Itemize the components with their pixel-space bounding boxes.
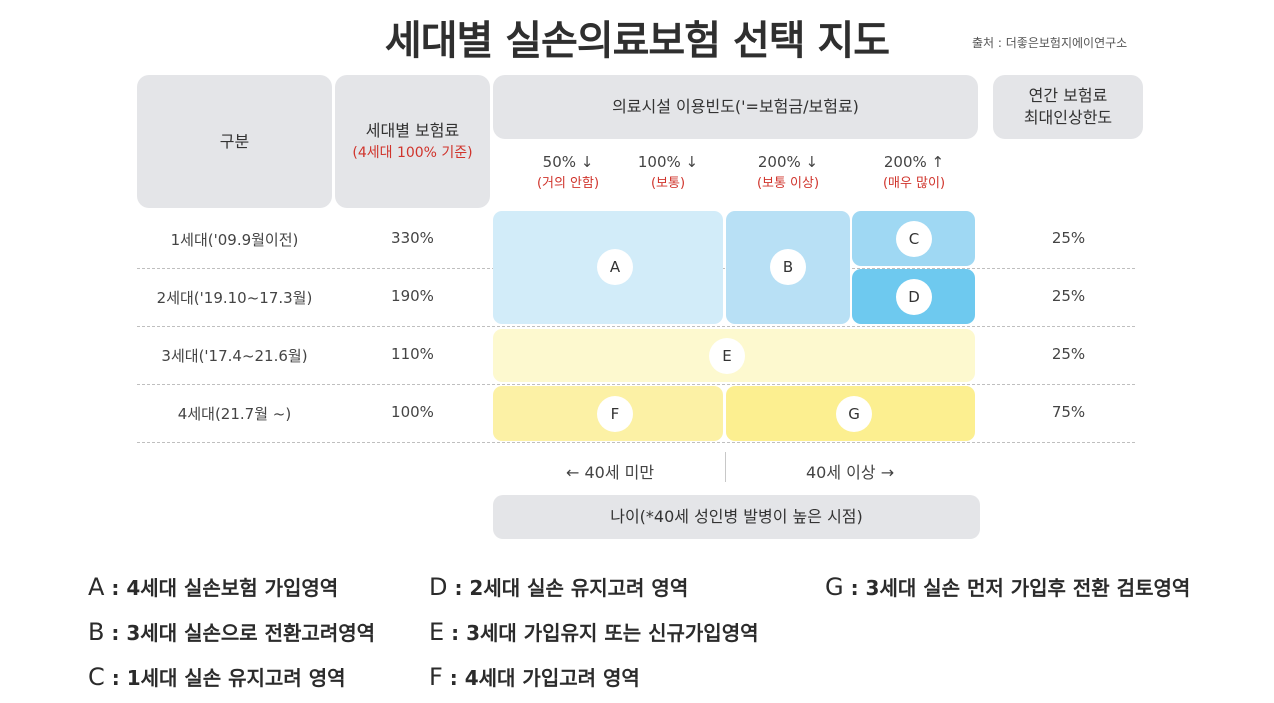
row-label-gen1: 1세대('09.9월이전) <box>170 231 299 249</box>
row-divider <box>137 384 1135 385</box>
legend-key: E <box>429 618 445 646</box>
legend-text: : 3세대 실손으로 전환고려영역 <box>104 621 376 645</box>
freq-level-desc: (거의 안함) <box>536 176 600 191</box>
source-note: 출처 : 더좋은보험지에이연구소 <box>972 36 1128 50</box>
legend-text: : 1세대 실손 유지고려 영역 <box>104 666 346 690</box>
zone-f-marker: F <box>597 396 633 432</box>
legend-key: A <box>88 573 105 601</box>
legend-item-c: C : 1세대 실손 유지고려 영역 <box>88 662 346 691</box>
header-max-increase-line1: 연간 보험료 <box>1028 85 1108 105</box>
legend-item-a: A : 4세대 실손보험 가입영역 <box>88 572 338 601</box>
header-max-increase-line2: 최대인상한도 <box>1023 108 1113 127</box>
legend-text: : 2세대 실손 유지고려 영역 <box>447 576 689 600</box>
freq-level-2: 100% ↓ (보통) <box>606 150 730 195</box>
freq-level-desc: (보통 이상) <box>756 176 820 191</box>
row-max-increase-gen1: 25% <box>1051 229 1086 247</box>
freq-level-desc: (보통) <box>650 176 686 191</box>
freq-level-4: 200% ↑ (매우 많이) <box>852 150 976 195</box>
header-premium-basis: (4세대 100% 기준) <box>352 145 473 161</box>
legend-item-b: B : 3세대 실손으로 전환고려영역 <box>88 617 375 646</box>
legend-item-g: G : 3세대 실손 먼저 가입후 전환 검토영역 <box>825 572 1190 601</box>
age-under-40: ← 40세 미만 <box>566 463 655 482</box>
legend-key: F <box>429 663 443 691</box>
header-category-label: 구분 <box>219 131 250 151</box>
legend-item-d: D : 2세대 실손 유지고려 영역 <box>429 572 688 601</box>
row-max-increase-gen4: 75% <box>1051 403 1086 421</box>
legend-text: : 3세대 실손 먼저 가입후 전환 검토영역 <box>843 576 1191 600</box>
legend-key: G <box>825 573 844 601</box>
age-axis-label-text: 나이(*40세 성인병 발병이 높은 시점) <box>610 507 863 526</box>
header-max-increase: 연간 보험료 최대인상한도 <box>993 75 1143 139</box>
zone-b-marker: B <box>770 249 806 285</box>
zone-a-marker: A <box>597 249 633 285</box>
freq-level-desc: (매우 많이) <box>882 176 946 191</box>
row-premium-gen4: 100% <box>391 403 434 421</box>
legend-item-e: E : 3세대 가입유지 또는 신규가입영역 <box>429 617 759 646</box>
header-premium: 세대별 보험료 (4세대 100% 기준) <box>335 75 490 208</box>
legend-text: : 4세대 가입고려 영역 <box>442 666 640 690</box>
row-label-gen4: 4세대(21.7월 ~) <box>177 405 292 423</box>
row-premium-gen3: 110% <box>391 345 434 363</box>
zone-g-marker: G <box>836 396 872 432</box>
row-premium-gen1: 330% <box>391 229 434 247</box>
legend-key: D <box>429 573 448 601</box>
row-max-increase-gen3: 25% <box>1051 345 1086 363</box>
freq-level-value: 50% ↓ <box>542 153 594 171</box>
row-label-gen2: 2세대('19.10~17.3월) <box>156 289 313 307</box>
row-divider <box>137 326 1135 327</box>
header-category: 구분 <box>137 75 332 208</box>
legend-key: C <box>88 663 105 691</box>
freq-level-1: 50% ↓ (거의 안함) <box>506 150 630 195</box>
age-divider <box>725 452 726 482</box>
legend-text: : 3세대 가입유지 또는 신규가입영역 <box>444 621 759 645</box>
row-divider <box>137 442 1135 443</box>
freq-level-value: 200% ↑ <box>883 153 945 171</box>
legend-text: : 4세대 실손보험 가입영역 <box>104 576 339 600</box>
row-label-gen3: 3세대('17.4~21.6월) <box>161 347 308 365</box>
zone-d-marker: D <box>896 279 932 315</box>
row-max-increase-gen2: 25% <box>1051 287 1086 305</box>
row-premium-gen2: 190% <box>391 287 434 305</box>
header-frequency: 의료시설 이용빈도('=보험금/보험료) <box>493 75 978 139</box>
header-premium-label: 세대별 보험료 <box>365 121 460 140</box>
legend-key: B <box>88 618 105 646</box>
freq-level-value: 100% ↓ <box>637 153 699 171</box>
page-title: 세대별 실손의료보험 선택 지도 <box>384 18 890 64</box>
header-frequency-label: 의료시설 이용빈도('=보험금/보험료) <box>612 97 859 116</box>
zone-c-marker: C <box>896 221 932 257</box>
freq-level-value: 200% ↓ <box>757 153 819 171</box>
legend-item-f: F : 4세대 가입고려 영역 <box>429 662 640 691</box>
age-axis-label: 나이(*40세 성인병 발병이 높은 시점) <box>493 495 980 539</box>
age-over-40: 40세 이상 → <box>806 463 895 482</box>
zone-e-marker: E <box>709 338 745 374</box>
freq-level-3: 200% ↓ (보통 이상) <box>726 150 850 195</box>
